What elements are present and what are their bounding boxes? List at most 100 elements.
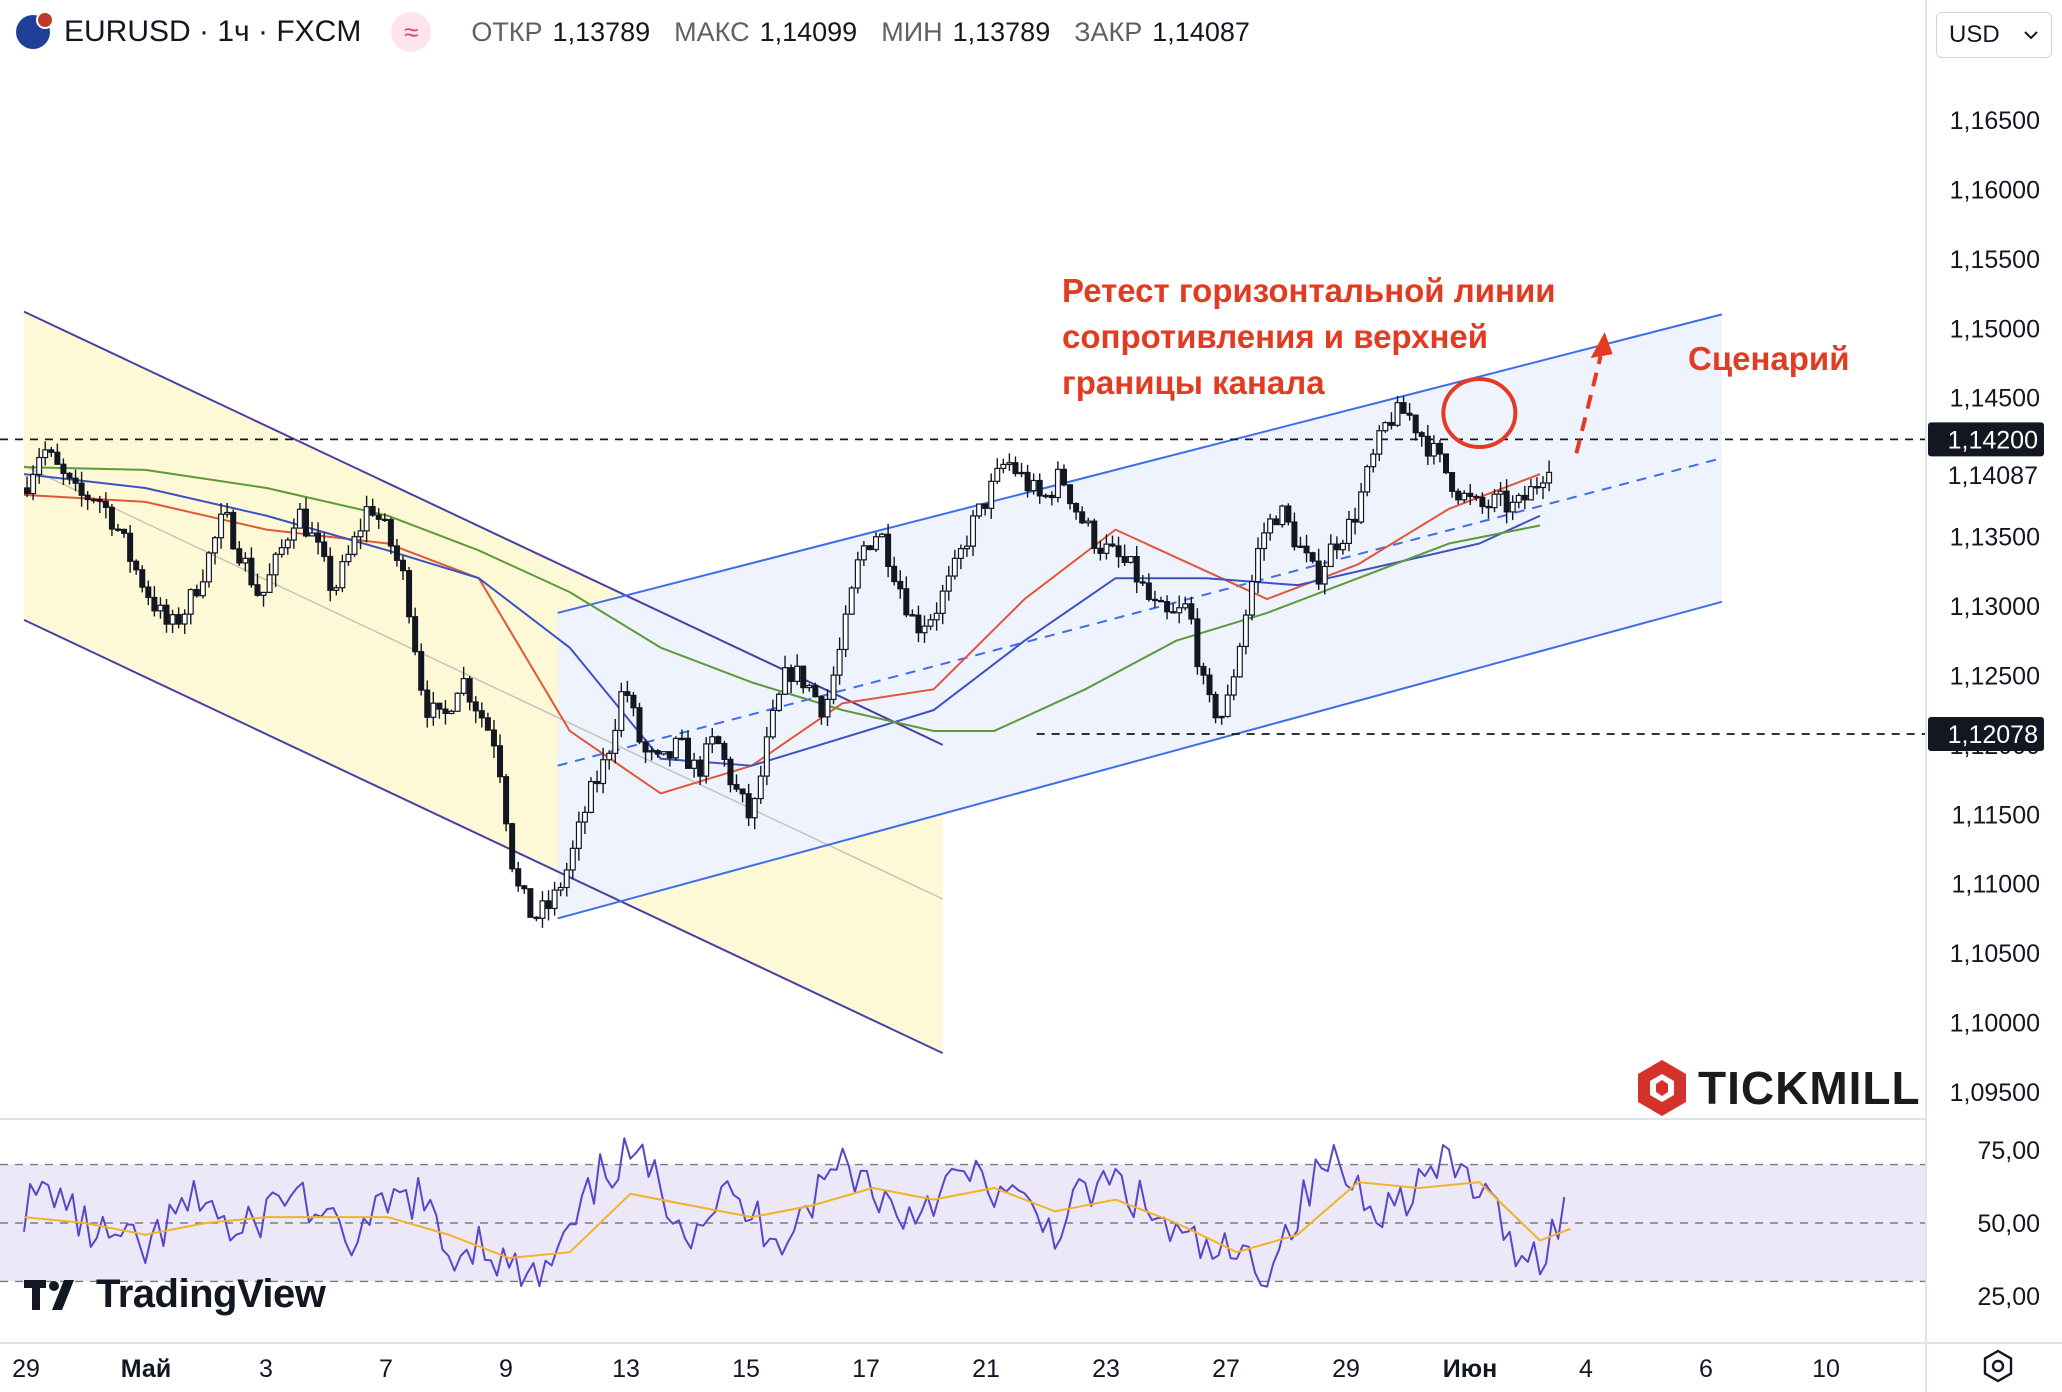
candle[interactable] <box>321 532 328 562</box>
candle[interactable] <box>921 615 928 643</box>
candle[interactable] <box>1455 488 1462 505</box>
candle[interactable] <box>1473 494 1480 501</box>
candle[interactable] <box>963 535 970 557</box>
candle[interactable] <box>114 523 121 532</box>
currency-select[interactable]: USD <box>1936 12 2052 58</box>
wave-icon[interactable]: ≈ <box>391 12 432 52</box>
candle[interactable] <box>224 502 231 518</box>
candle[interactable] <box>1382 421 1389 433</box>
candle[interactable] <box>1006 453 1013 471</box>
candle[interactable] <box>1394 395 1401 427</box>
candle[interactable] <box>448 709 455 715</box>
candle[interactable] <box>48 446 55 457</box>
candle[interactable] <box>333 584 340 596</box>
candle[interactable] <box>1376 425 1383 462</box>
candle[interactable] <box>1164 595 1171 620</box>
candle[interactable] <box>1109 535 1116 548</box>
candle[interactable] <box>418 643 425 696</box>
candle[interactable] <box>357 518 364 550</box>
candle[interactable] <box>478 702 485 728</box>
candle[interactable] <box>345 545 352 566</box>
candle[interactable] <box>509 822 516 873</box>
candle[interactable] <box>1424 424 1431 465</box>
candle[interactable] <box>642 738 649 764</box>
candle[interactable] <box>1261 522 1268 561</box>
candle[interactable] <box>230 509 237 550</box>
candle[interactable] <box>666 751 673 767</box>
candle[interactable] <box>490 719 497 758</box>
candle[interactable] <box>1127 556 1134 564</box>
candle[interactable] <box>1364 464 1371 497</box>
candle[interactable] <box>151 586 158 617</box>
candle[interactable] <box>108 503 115 537</box>
candle[interactable] <box>1170 603 1177 614</box>
candle[interactable] <box>1491 489 1498 513</box>
candle[interactable] <box>1527 478 1534 501</box>
candle[interactable] <box>1024 464 1031 498</box>
candle[interactable] <box>836 637 843 685</box>
candle[interactable] <box>879 532 886 538</box>
candle[interactable] <box>266 563 273 593</box>
candle[interactable] <box>1151 590 1158 608</box>
candle[interactable] <box>1352 507 1359 535</box>
candle[interactable] <box>709 727 716 754</box>
candle[interactable] <box>775 692 782 712</box>
candle[interactable] <box>1515 493 1522 509</box>
candle[interactable] <box>1309 551 1316 564</box>
candle[interactable] <box>1327 534 1334 568</box>
candle[interactable] <box>933 602 940 631</box>
candle[interactable] <box>739 788 746 803</box>
candle[interactable] <box>60 458 67 485</box>
candle[interactable] <box>363 495 370 543</box>
candle[interactable] <box>581 806 588 834</box>
candle[interactable] <box>290 518 297 549</box>
candle[interactable] <box>648 746 655 761</box>
ascending-channel-lower-line[interactable] <box>557 600 1723 920</box>
candle[interactable] <box>1418 431 1425 447</box>
candle[interactable] <box>521 884 528 894</box>
candle[interactable] <box>800 665 807 694</box>
candle[interactable] <box>551 881 558 916</box>
candle[interactable] <box>1279 504 1286 528</box>
candle[interactable] <box>1048 491 1055 506</box>
candle[interactable] <box>1533 477 1540 495</box>
candle[interactable] <box>830 666 837 705</box>
candle[interactable] <box>1321 559 1328 595</box>
ascending-channel-upper-line[interactable] <box>557 313 1723 614</box>
candle[interactable] <box>1388 412 1395 430</box>
candle[interactable] <box>127 524 134 573</box>
candle[interactable] <box>624 680 631 703</box>
candle[interactable] <box>96 495 103 514</box>
candle[interactable] <box>36 448 43 484</box>
candle[interactable] <box>248 547 255 588</box>
candle[interactable] <box>1206 667 1213 703</box>
candle[interactable] <box>42 441 49 466</box>
candle[interactable] <box>193 584 200 598</box>
candle[interactable] <box>375 508 382 529</box>
candle[interactable] <box>951 549 958 580</box>
candle[interactable] <box>1182 596 1189 611</box>
candle[interactable] <box>284 537 291 555</box>
candle[interactable] <box>163 598 170 633</box>
candle[interactable] <box>466 676 473 711</box>
candle[interactable] <box>1285 503 1292 526</box>
candle[interactable] <box>412 607 419 656</box>
candle[interactable] <box>557 882 564 897</box>
candle[interactable] <box>757 765 764 804</box>
candle[interactable] <box>424 680 431 728</box>
descending-channel-lower-line[interactable] <box>23 618 944 1055</box>
candle[interactable] <box>1176 595 1183 624</box>
symbol-title[interactable]: EURUSD · 1ч · FXCM <box>64 15 362 48</box>
candle[interactable] <box>1030 473 1037 495</box>
candle[interactable] <box>587 777 594 814</box>
candle[interactable] <box>1267 513 1274 541</box>
candle[interactable] <box>915 605 922 643</box>
candle[interactable] <box>145 580 152 606</box>
candle[interactable] <box>763 726 770 786</box>
candle[interactable] <box>806 683 813 692</box>
candle[interactable] <box>1012 456 1019 477</box>
candle[interactable] <box>1412 414 1419 441</box>
candle[interactable] <box>351 531 358 557</box>
candle[interactable] <box>1273 515 1280 526</box>
